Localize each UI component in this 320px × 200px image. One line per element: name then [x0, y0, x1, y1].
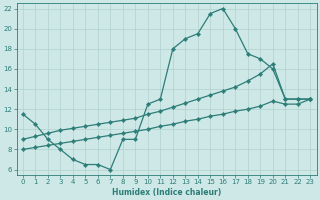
X-axis label: Humidex (Indice chaleur): Humidex (Indice chaleur) — [112, 188, 221, 197]
